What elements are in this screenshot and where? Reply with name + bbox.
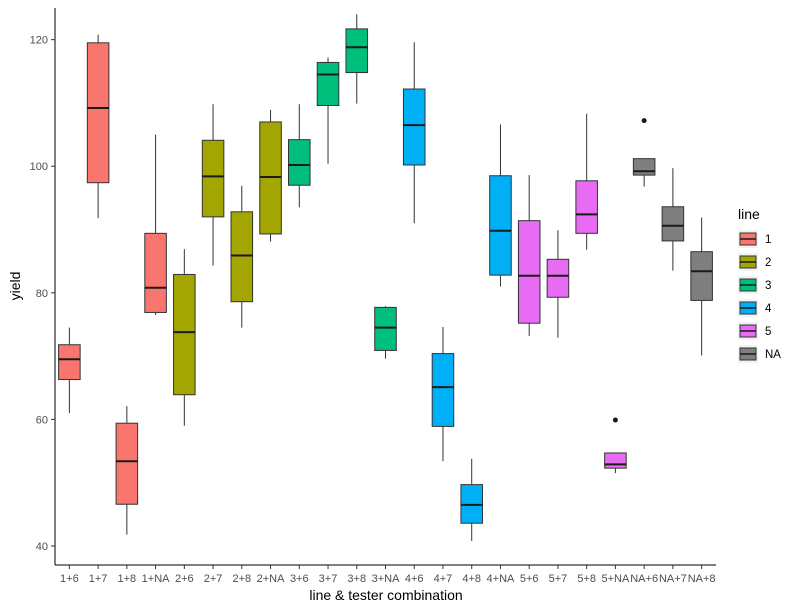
box-NA+6 (632, 118, 656, 187)
x-tick-label: 2+8 (232, 573, 251, 585)
x-tick-label: 5+6 (520, 573, 539, 585)
y-tick-label: 120 (30, 35, 48, 47)
legend-item-5: 5 (738, 322, 771, 340)
box-4+8 (460, 458, 483, 541)
y-tick-label: 80 (36, 288, 48, 300)
box-5+7 (546, 230, 570, 338)
box-1+8 (115, 406, 139, 535)
box-2+NA (259, 109, 282, 242)
y-tick-label: 60 (36, 414, 48, 426)
box-body (58, 344, 81, 381)
x-tick-label: 5+NA (601, 573, 629, 585)
x-tick-label: NA+6 (630, 573, 658, 585)
boxes-layer (58, 14, 713, 541)
box-body (173, 273, 196, 396)
box-body (201, 139, 225, 218)
box-4+6 (402, 42, 426, 224)
box-body (632, 158, 656, 176)
legend-item-1: 1 (738, 230, 771, 248)
legend: line 1 2 3 4 5 NA (738, 206, 781, 363)
legend-item-NA: NA (738, 345, 781, 363)
box-3+7 (316, 57, 340, 164)
box-4+NA (489, 124, 512, 287)
x-tick-label: 4+8 (462, 573, 481, 585)
x-tick-label: 2+7 (204, 573, 223, 585)
y-tick-label: 100 (30, 161, 48, 173)
x-tick-label: 4+6 (405, 573, 424, 585)
legend-label: 1 (765, 234, 771, 246)
x-tick-label: 2+NA (257, 573, 285, 585)
legend-label: 4 (765, 303, 772, 315)
box-body (661, 206, 685, 242)
box-3+NA (374, 306, 397, 359)
x-tick-label: 1+NA (142, 573, 170, 585)
box-1+NA (144, 134, 167, 315)
legend-item-3: 3 (738, 276, 771, 294)
outlier-point (612, 417, 618, 423)
legend-items: 1 2 3 4 5 NA (738, 230, 781, 363)
box-5+6 (517, 175, 541, 336)
x-tick-label: 5+8 (577, 573, 596, 585)
legend-label: NA (765, 349, 781, 361)
box-1+6 (58, 327, 81, 414)
legend-item-2: 2 (738, 253, 771, 271)
x-tick-label: 3+8 (347, 573, 366, 585)
box-body (517, 220, 541, 324)
box-5+8 (575, 113, 598, 250)
box-body (431, 353, 455, 427)
box-5+NA (604, 417, 627, 474)
box-body (316, 61, 340, 106)
x-tick-label: NA+7 (659, 573, 687, 585)
box-body (604, 452, 627, 469)
box-3+6 (288, 104, 311, 208)
box-NA+8 (690, 217, 713, 356)
x-tick-label: 2+6 (175, 573, 194, 585)
outlier-point (641, 118, 647, 124)
legend-label: 3 (765, 280, 771, 292)
box-body (115, 422, 139, 505)
box-NA+7 (661, 168, 685, 271)
box-1+7 (86, 34, 110, 219)
box-4+7 (431, 327, 455, 462)
box-2+6 (173, 249, 196, 426)
legend-title: line (738, 206, 760, 222)
legend-label: 5 (765, 326, 771, 338)
box-2+7 (201, 104, 225, 266)
x-tick-label: 1+6 (60, 573, 79, 585)
box-body (374, 306, 397, 351)
box-body (402, 88, 426, 166)
box-body (575, 180, 598, 234)
box-body (86, 42, 110, 184)
x-ticks-layer: 1+6 1+7 1+8 1+NA 2+6 2+7 2+8 2+NA 3+6 3+7 3+8 3+NA 4… (60, 565, 716, 585)
x-axis-title: line & tester combination (309, 587, 462, 603)
y-ticks-layer: 40 60 80 100 120 (30, 35, 55, 553)
box-body (144, 232, 167, 313)
y-axis-title: yield (7, 272, 23, 301)
box-body (546, 258, 570, 298)
x-tick-label: 4+NA (487, 573, 515, 585)
legend-item-4: 4 (738, 299, 772, 317)
x-tick-label: NA+8 (688, 573, 716, 585)
y-tick-label: 40 (36, 541, 48, 553)
x-tick-label: 3+6 (290, 573, 309, 585)
box-3+8 (345, 14, 369, 104)
x-tick-label: 3+NA (372, 573, 400, 585)
legend-label: 2 (765, 257, 771, 269)
box-body (690, 251, 713, 301)
x-tick-label: 1+7 (89, 573, 108, 585)
x-tick-label: 3+7 (319, 573, 338, 585)
x-tick-label: 5+7 (549, 573, 568, 585)
box-body (230, 211, 254, 303)
x-tick-label: 1+8 (118, 573, 137, 585)
box-body (489, 175, 512, 276)
box-body (288, 139, 311, 186)
x-tick-label: 4+7 (434, 573, 453, 585)
box-2+8 (230, 185, 254, 328)
box-body (345, 28, 369, 74)
